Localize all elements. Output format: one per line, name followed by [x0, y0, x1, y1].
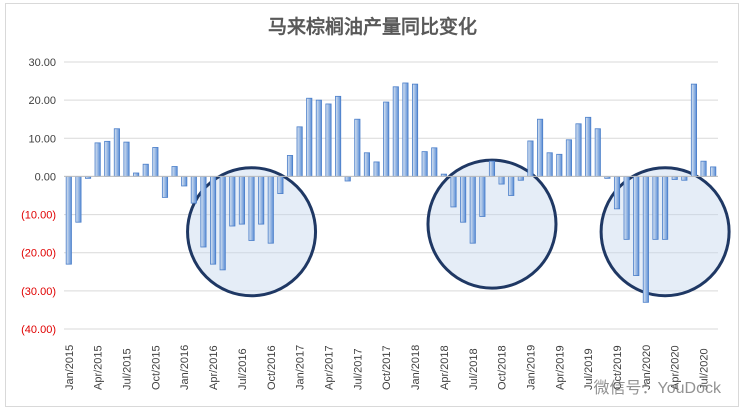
bar [219, 176, 226, 271]
bar [498, 176, 505, 185]
x-tick-label: Jul/2017 [352, 348, 364, 390]
y-tick-label: (20.00) [21, 248, 56, 260]
bar [527, 140, 534, 177]
bar [344, 176, 351, 182]
bar [556, 153, 563, 177]
bar [296, 126, 303, 177]
x-tick-label: Apr/2016 [208, 345, 220, 390]
bar [690, 83, 698, 177]
bar [113, 128, 120, 177]
x-tick-label: Jul/2019 [583, 348, 595, 390]
bar [363, 152, 371, 177]
bar [575, 123, 582, 177]
y-tick-label: 20.00 [28, 95, 56, 107]
x-tick-label: Apr/2020 [670, 345, 682, 390]
bar [75, 176, 82, 223]
bar [479, 176, 486, 217]
bar [383, 101, 390, 177]
x-tick-label: Apr/2018 [439, 345, 451, 390]
bar [710, 166, 717, 177]
bar [450, 176, 457, 208]
x-tick-label: Apr/2015 [93, 345, 105, 390]
x-tick-label: Jan/2016 [179, 345, 191, 390]
bar [123, 141, 130, 177]
x-tick-label: Jul/2020 [699, 348, 711, 390]
bar [508, 176, 515, 196]
bar [171, 166, 178, 177]
bar [104, 140, 111, 177]
bar [662, 176, 669, 240]
x-tick-label: Jan/2017 [295, 345, 307, 390]
y-tick-label: 10.00 [28, 133, 56, 145]
bar [152, 147, 159, 177]
bar [210, 176, 217, 265]
x-tick-label: Apr/2019 [554, 345, 566, 390]
bar [258, 176, 265, 225]
bar [161, 176, 169, 198]
bar [537, 118, 544, 177]
bar [402, 82, 409, 177]
bar [517, 176, 524, 181]
bar [633, 176, 640, 276]
bar [325, 103, 332, 177]
bar [565, 139, 572, 177]
bar [306, 97, 313, 177]
bar [277, 176, 284, 194]
bar [229, 176, 236, 227]
x-tick-label: Oct/2015 [150, 345, 162, 390]
bar [315, 99, 322, 177]
bar [200, 176, 207, 248]
x-tick-label: Jan/2015 [64, 345, 76, 390]
x-tick-label: Oct/2016 [266, 345, 278, 390]
bar [286, 155, 294, 177]
bar [469, 176, 476, 244]
bar [142, 163, 149, 177]
bar [65, 176, 72, 265]
x-tick-label: Jul/2018 [468, 348, 480, 390]
highlight-circle [426, 158, 558, 290]
bar [411, 83, 419, 177]
x-tick-label: Jan/2020 [641, 345, 653, 390]
y-tick-label: (30.00) [21, 286, 56, 298]
bar [94, 142, 101, 177]
x-tick-label: Jan/2018 [410, 345, 422, 390]
bar [613, 176, 621, 210]
bar [431, 147, 438, 177]
bar [652, 176, 659, 240]
bar [248, 176, 255, 241]
y-tick-label: (40.00) [21, 324, 56, 336]
bar [594, 128, 601, 177]
bar [460, 176, 467, 223]
bar [267, 176, 274, 244]
x-tick-label: Apr/2017 [323, 345, 335, 390]
y-tick-label: (10.00) [21, 210, 56, 222]
bar [238, 176, 245, 225]
bar [585, 116, 592, 177]
bar [373, 161, 380, 177]
y-tick-label: 0.00 [35, 171, 56, 183]
bar [642, 176, 649, 303]
bar [488, 160, 496, 177]
x-tick-label: Oct/2018 [497, 345, 509, 390]
bar [681, 176, 688, 181]
bar [354, 118, 361, 177]
bar [392, 86, 399, 177]
x-tick-label: Jan/2019 [525, 345, 537, 390]
watermark-text: 微信号：YouDock [593, 380, 721, 397]
x-tick-label: Jul/2016 [237, 348, 249, 390]
y-tick-label: 30.00 [28, 57, 56, 69]
chart-title: 马来棕榈油产量同比变化 [267, 16, 477, 38]
bar [546, 152, 553, 177]
x-tick-label: Jul/2015 [122, 348, 134, 390]
x-tick-label: Oct/2017 [381, 345, 393, 390]
bar [623, 176, 630, 240]
x-tick-label: Oct/2019 [612, 345, 624, 390]
bar [181, 176, 188, 187]
bar [700, 160, 707, 177]
bar [190, 176, 197, 204]
bar [335, 95, 342, 177]
bar [421, 151, 428, 177]
bar [133, 172, 140, 177]
